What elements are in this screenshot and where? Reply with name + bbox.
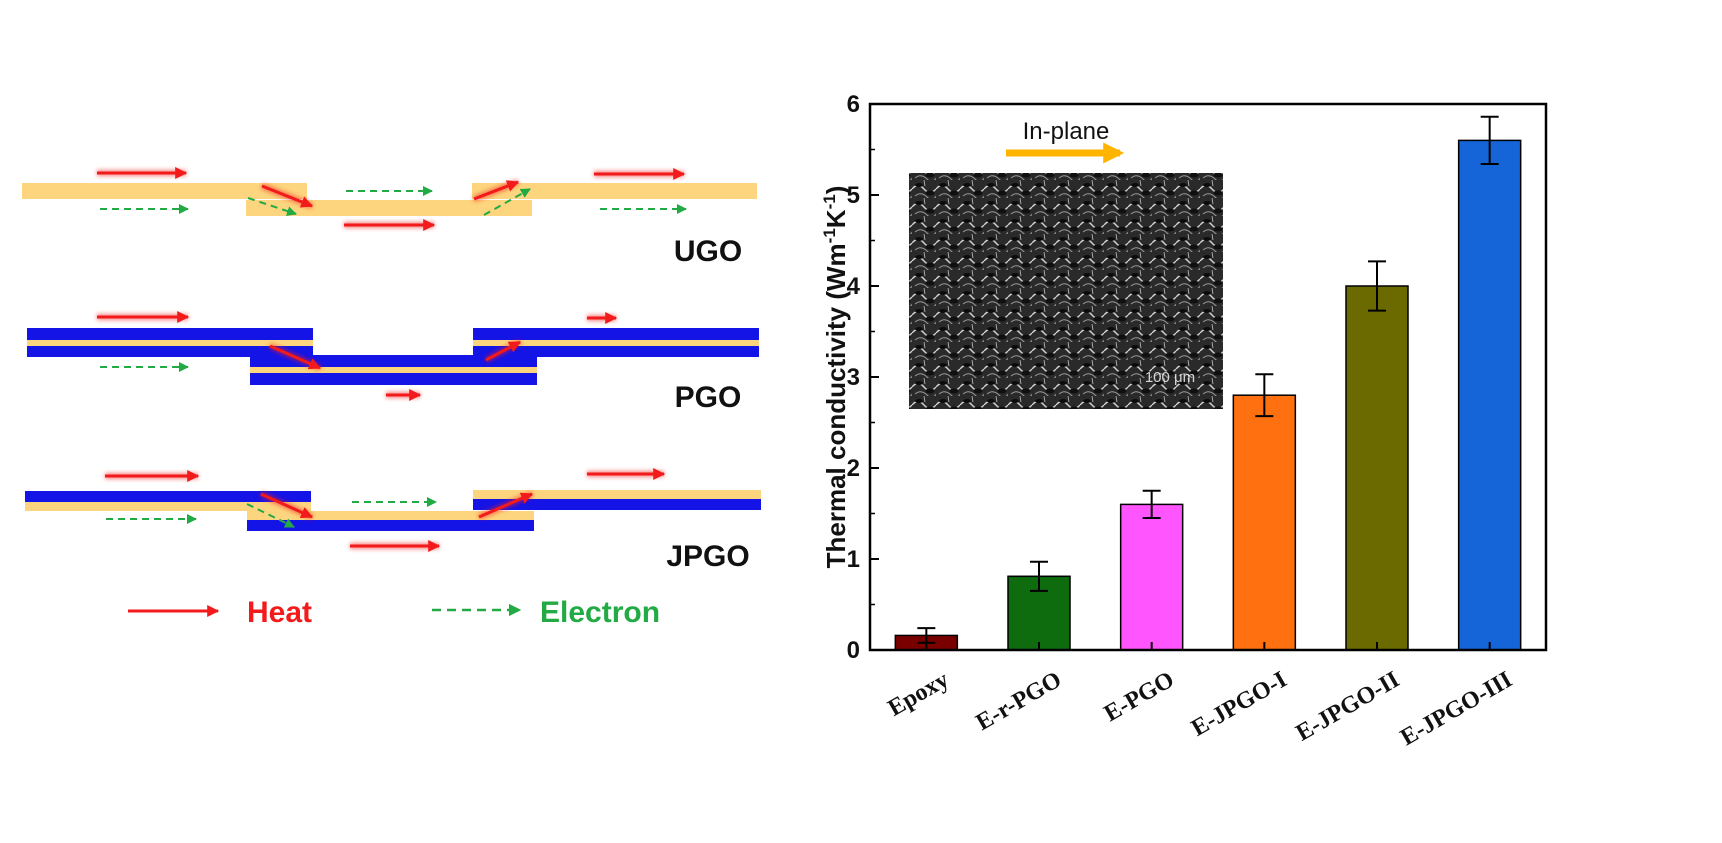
bar-chart: 100 μm In-plane 0 1 2 3 4 5 6 Epoxy E-r-PGO E-PG… <box>820 91 1548 751</box>
y-axis-title: Thermal conductivity (Wm-1K-1) <box>820 186 851 569</box>
y-tick-label: 1 <box>847 546 860 573</box>
electron-arrow <box>246 503 295 528</box>
graphene-layer <box>250 367 537 373</box>
electron-arrow <box>483 188 531 216</box>
legend-electron-label: Electron <box>540 596 660 629</box>
ugo-label: UGO <box>674 235 742 268</box>
y-axis-sup2: -1 <box>820 194 839 209</box>
graphene-layer <box>27 340 313 346</box>
bar-e-jpgo-i <box>1232 394 1297 651</box>
y-axis-sup1: -1 <box>820 228 839 243</box>
y-tick-label: 6 <box>847 91 860 118</box>
graphene-layer <box>25 502 311 511</box>
graphene-layer <box>246 200 532 216</box>
pgo-label: PGO <box>675 381 742 414</box>
x-tick-label: E-JPGO-III <box>1396 667 1516 752</box>
sem-scale-label: 100 μm <box>1145 369 1195 386</box>
x-tick-label: E-r-PGO <box>972 667 1066 736</box>
y-axis-label-mid: K <box>821 209 851 228</box>
bar-series <box>894 139 1522 651</box>
heat-arrow <box>473 180 520 201</box>
legend-heat-label: Heat <box>247 596 312 629</box>
graphene-layer <box>247 511 534 520</box>
graphene-layer <box>22 183 307 199</box>
y-tick-label: 5 <box>847 182 860 209</box>
x-tick-label: E-JPGO-II <box>1292 667 1404 747</box>
sem-image <box>909 173 1223 409</box>
ugo-schematic: UGO <box>22 167 757 268</box>
y-tick-label: 3 <box>847 364 860 391</box>
pgo-schematic: PGO <box>27 311 759 414</box>
bar-e-pgo <box>1119 503 1184 651</box>
heat-arrow <box>260 492 314 519</box>
bar-e-jpgo-ii <box>1345 285 1409 651</box>
heat-arrow <box>485 340 522 362</box>
graphene-layer <box>473 340 759 346</box>
y-tick-label: 2 <box>847 455 860 482</box>
heat-arrow <box>269 344 322 370</box>
in-plane-label: In-plane <box>1023 118 1110 145</box>
bar-e-jpgo-iii <box>1457 139 1522 651</box>
polymer-layer <box>25 491 311 502</box>
y-axis: 0 1 2 3 4 5 6 <box>847 91 879 664</box>
x-tick-label: E-PGO <box>1100 667 1179 728</box>
svg-text:Thermal conductivity (Wm-1K-1): Thermal conductivity (Wm-1K-1) <box>820 186 851 569</box>
y-tick-label: 0 <box>847 637 860 664</box>
jpgo-label: JPGO <box>666 540 749 573</box>
heat-arrow <box>261 184 314 208</box>
jpgo-schematic: JPGO <box>25 468 761 573</box>
error-bars <box>917 115 1499 644</box>
x-tick-label: E-JPGO-I <box>1187 667 1291 742</box>
legend: Heat Electron <box>128 596 660 629</box>
graphene-layer <box>472 183 757 199</box>
polymer-layer <box>247 520 534 531</box>
x-axis: Epoxy E-r-PGO E-PGO E-JPGO-I E-JPGO-IIE-JPGO… <box>884 642 1517 751</box>
y-axis-label: Thermal conductivity (Wm <box>821 243 851 568</box>
polymer-layer <box>473 499 761 510</box>
electron-arrow <box>247 197 297 216</box>
x-tick-label: Epoxy <box>884 667 954 722</box>
heat-arrow <box>478 492 534 519</box>
sem-inset: 100 μm In-plane <box>909 118 1223 409</box>
mechanism-diagram: UGO PGO <box>22 167 761 629</box>
y-axis-label-end: ) <box>821 186 851 195</box>
graphene-layer <box>473 490 761 499</box>
y-tick-label: 4 <box>847 273 861 300</box>
